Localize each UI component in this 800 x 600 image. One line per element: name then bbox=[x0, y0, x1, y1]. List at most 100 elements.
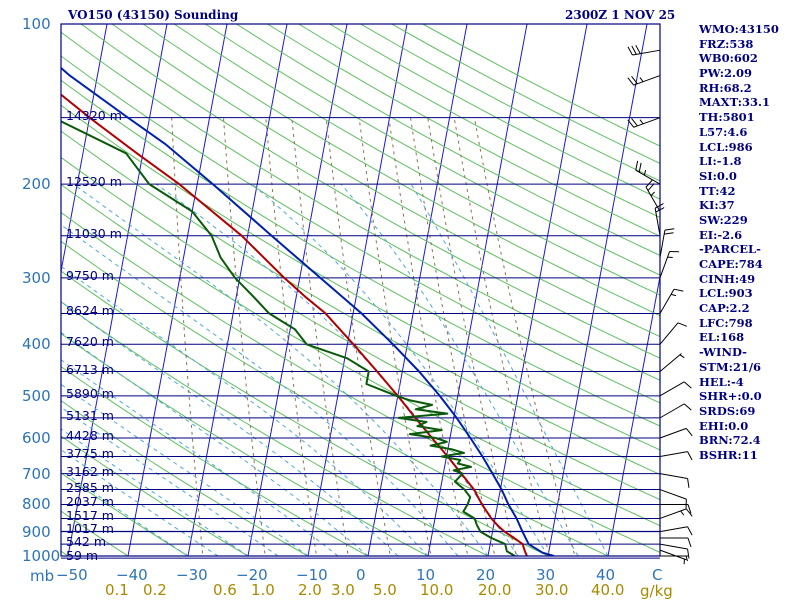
dry-adiabat-line bbox=[61, 365, 370, 556]
height-label: 542 m bbox=[66, 534, 107, 550]
chart-datetime: 2300Z 1 NOV 25 bbox=[565, 8, 676, 22]
temperature-tick-label: 20 bbox=[476, 566, 496, 584]
mixing-ratio-tick-label: 0.2 bbox=[143, 581, 167, 599]
indices-panel: WMO:43150 FRZ:538 WB0:602 PW:2.09 RH:68.2 MAX… bbox=[699, 22, 779, 463]
mixing-ratio-tick-label: 3.0 bbox=[331, 581, 355, 599]
temperature-tick-label: −10 bbox=[296, 566, 328, 584]
temperature-unit-label: C bbox=[652, 566, 663, 584]
wind-barb bbox=[635, 160, 661, 185]
wind-barb bbox=[659, 489, 687, 509]
mixing-ratio-tick-label: 40.0 bbox=[591, 581, 625, 599]
height-label: 12520 m bbox=[66, 174, 122, 190]
height-label: 7620 m bbox=[66, 334, 114, 350]
height-label: 5131 m bbox=[66, 407, 114, 423]
wind-barb bbox=[659, 228, 675, 258]
height-label: 59 m bbox=[66, 548, 99, 564]
mixing-ratio-tick-label: 1.0 bbox=[251, 581, 275, 599]
index-item: WMO:43150 bbox=[699, 22, 779, 36]
wind-barb bbox=[659, 381, 692, 397]
wind-barb bbox=[627, 45, 661, 56]
mixing-ratio-tick-label: 0.6 bbox=[213, 581, 237, 599]
height-label: 14320 m bbox=[66, 107, 122, 123]
wind-barb bbox=[659, 403, 692, 419]
wind-barb bbox=[659, 508, 693, 519]
wind-barb bbox=[659, 543, 690, 559]
temperature-tick-label: 30 bbox=[536, 566, 556, 584]
wind-barb bbox=[659, 353, 685, 372]
mixing-ratio-tick-label: 0.1 bbox=[105, 581, 129, 599]
isotherm-line bbox=[187, 24, 288, 556]
pressure-tick-label: 600 bbox=[22, 428, 51, 447]
wind-barb bbox=[659, 451, 693, 461]
index-item: LFC:798 bbox=[699, 315, 753, 330]
index-item: BSHR:11 bbox=[699, 447, 758, 462]
dry-adiabat-line bbox=[61, 400, 310, 556]
wind-barb bbox=[659, 473, 690, 488]
index-item: EL:168 bbox=[699, 330, 745, 345]
height-label: 4428 m bbox=[66, 427, 114, 443]
index-item: CAP:2.2 bbox=[699, 301, 750, 316]
wind-barb bbox=[645, 179, 661, 212]
isotherm-line bbox=[547, 24, 648, 556]
temperature-tick-label: −40 bbox=[116, 566, 148, 584]
wind-barb bbox=[659, 322, 688, 345]
index-item: SI:0.0 bbox=[699, 168, 737, 183]
index-item: L57:4.6 bbox=[699, 124, 748, 139]
height-label: 3162 m bbox=[66, 463, 114, 479]
height-label: 1017 m bbox=[66, 521, 114, 537]
isotherm-line bbox=[127, 24, 228, 556]
dry-adiabat-line bbox=[61, 510, 129, 556]
index-item: SW:229 bbox=[699, 212, 748, 227]
moist-adiabat-line bbox=[61, 469, 189, 556]
moist-adiabat-line bbox=[61, 383, 309, 556]
pressure-tick-label: 200 bbox=[22, 175, 51, 194]
temperature-tick-label: −20 bbox=[236, 566, 268, 584]
height-label: 3775 m bbox=[66, 446, 114, 462]
pressure-tick-label: 900 bbox=[22, 522, 51, 541]
isotherm-line bbox=[487, 24, 588, 556]
pressure-tick-label: 800 bbox=[22, 495, 51, 514]
height-label: 8624 m bbox=[66, 303, 114, 319]
mixing-ratio-unit-label: g/kg bbox=[640, 582, 673, 600]
index-item: KI:37 bbox=[699, 198, 735, 213]
index-item: STM:21/6 bbox=[699, 359, 762, 374]
pressure-tick-label: 300 bbox=[22, 268, 51, 287]
index-item: -WIND- bbox=[699, 345, 747, 360]
index-item: WB0:602 bbox=[699, 51, 758, 66]
wind-barb bbox=[659, 251, 680, 278]
pressure-tick-label: 700 bbox=[22, 464, 51, 483]
index-item: SRDS:69 bbox=[699, 403, 756, 418]
wind-barb bbox=[627, 75, 661, 86]
temperature-tick-label: 0 bbox=[356, 566, 366, 584]
pressure-tick-label: 500 bbox=[22, 386, 51, 405]
index-item: LCL:903 bbox=[699, 286, 753, 301]
isotherm-line bbox=[607, 273, 660, 556]
isotherm-line bbox=[67, 24, 168, 556]
pressure-unit-label: mb bbox=[30, 567, 55, 585]
mixing-ratio-tick-label: 5.0 bbox=[373, 581, 397, 599]
dry-adiabat-line bbox=[61, 332, 430, 556]
isotherm-line bbox=[427, 24, 528, 556]
temperature-tick-label: −50 bbox=[56, 566, 88, 584]
index-item: SHR+:0.0 bbox=[699, 389, 762, 404]
wind-barb bbox=[627, 117, 661, 128]
temperature-tick-label: −30 bbox=[176, 566, 208, 584]
index-item: LI:-1.8 bbox=[699, 154, 742, 169]
height-label: 1517 m bbox=[66, 508, 114, 524]
dry-adiabat-line bbox=[0, 0, 24, 567]
wind-barb bbox=[659, 549, 687, 565]
moist-adiabat-line bbox=[61, 449, 219, 556]
wind-barb bbox=[659, 427, 693, 439]
height-label: 6713 m bbox=[66, 361, 114, 377]
dry-adiabat-line bbox=[61, 270, 550, 556]
plot-frame bbox=[60, 23, 661, 557]
wind-barb bbox=[660, 503, 692, 514]
temperature-tick-label: 10 bbox=[416, 566, 436, 584]
wind-barbs bbox=[627, 45, 693, 565]
wind-barb bbox=[659, 288, 684, 314]
index-item: RH:68.2 bbox=[699, 80, 752, 95]
plot-background bbox=[61, 24, 660, 556]
sounding-profiles bbox=[61, 66, 555, 556]
pressure-tick-label: 100 bbox=[22, 15, 51, 33]
